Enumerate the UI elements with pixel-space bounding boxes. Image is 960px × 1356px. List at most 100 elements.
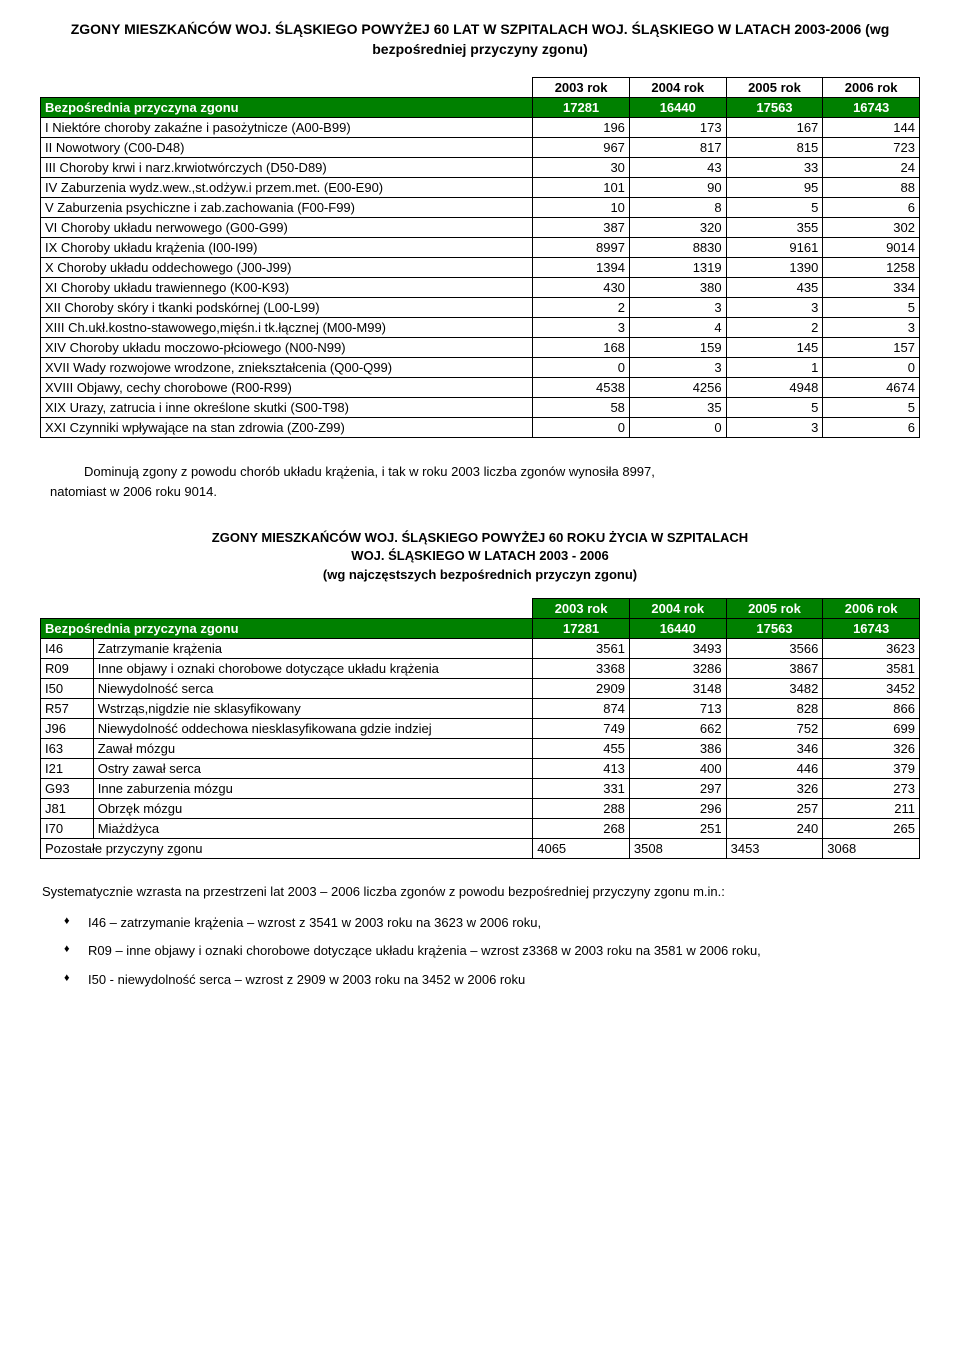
row-val: 3 <box>629 358 726 378</box>
row-desc: VI Choroby układu nerwowego (G00-G99) <box>41 218 533 238</box>
row-val: 346 <box>726 738 823 758</box>
year-col: 2004 rok <box>629 78 726 98</box>
row-val: 355 <box>726 218 823 238</box>
header-label: Bezpośrednia przyczyna zgonu <box>41 98 533 118</box>
row-val: 866 <box>823 698 920 718</box>
year-col: 2005 rok <box>726 598 823 618</box>
table-row: XVII Wady rozwojowe wrodzone, zniekształ… <box>41 358 920 378</box>
year-col: 2003 rok <box>533 598 630 618</box>
table-row: XII Choroby skóry i tkanki podskórnej (L… <box>41 298 920 318</box>
row-val: 1390 <box>726 258 823 278</box>
row-code: I70 <box>41 818 94 838</box>
table1-header-row: Bezpośrednia przyczyna zgonu 17281 16440… <box>41 98 920 118</box>
row-val: 288 <box>533 798 630 818</box>
table-row: XXI Czynniki wpływające na stan zdrowia … <box>41 418 920 438</box>
row-val: 699 <box>823 718 920 738</box>
row-val: 268 <box>533 818 630 838</box>
row-val: 3 <box>726 298 823 318</box>
row-val: 3 <box>533 318 630 338</box>
row-val: 874 <box>533 698 630 718</box>
table-deaths-by-code: 2003 rok 2004 rok 2005 rok 2006 rok Bezp… <box>40 598 920 859</box>
row-val: 157 <box>823 338 920 358</box>
row-val: 828 <box>726 698 823 718</box>
table-row: G93Inne zaburzenia mózgu331297326273 <box>41 778 920 798</box>
row-val: 30 <box>533 158 630 178</box>
table-row: R09Inne objawy i oznaki chorobowe dotycz… <box>41 658 920 678</box>
row-val: 3867 <box>726 658 823 678</box>
row-code: G93 <box>41 778 94 798</box>
row-desc: X Choroby układu oddechowego (J00-J99) <box>41 258 533 278</box>
row-val: 173 <box>629 118 726 138</box>
header-total: 17281 <box>533 618 630 638</box>
row-val: 35 <box>629 398 726 418</box>
row-code: I63 <box>41 738 94 758</box>
header-total: 16743 <box>823 618 920 638</box>
row-val: 24 <box>823 158 920 178</box>
row-val: 9161 <box>726 238 823 258</box>
table2-footer-row: Pozostałe przyczyny zgonu 4065 3508 3453… <box>41 838 920 858</box>
row-val: 4256 <box>629 378 726 398</box>
table-row: J96Niewydolność oddechowa niesklasyfikow… <box>41 718 920 738</box>
row-val: 273 <box>823 778 920 798</box>
row-val: 8 <box>629 198 726 218</box>
row-val: 1394 <box>533 258 630 278</box>
row-val: 400 <box>629 758 726 778</box>
year-col: 2006 rok <box>823 598 920 618</box>
row-val: 257 <box>726 798 823 818</box>
row-val: 33 <box>726 158 823 178</box>
row-val: 662 <box>629 718 726 738</box>
row-val: 0 <box>629 418 726 438</box>
table-row: VI Choroby układu nerwowego (G00-G99)387… <box>41 218 920 238</box>
row-val: 2909 <box>533 678 630 698</box>
row-val: 251 <box>629 818 726 838</box>
footer-paragraph: Systematycznie wzrasta na przestrzeni la… <box>42 883 918 902</box>
footer-val: 3508 <box>629 838 726 858</box>
row-val: 386 <box>629 738 726 758</box>
row-val: 3148 <box>629 678 726 698</box>
row-code: J96 <box>41 718 94 738</box>
title-line: WOJ. ŚLĄSKIEGO W LATACH 2003 - 2006 <box>351 548 608 563</box>
row-val: 4948 <box>726 378 823 398</box>
bullet-item: I46 – zatrzymanie krążenia – wzrost z 35… <box>60 914 920 933</box>
row-val: 5 <box>823 298 920 318</box>
row-val: 88 <box>823 178 920 198</box>
row-desc: Niewydolność oddechowa niesklasyfikowana… <box>93 718 533 738</box>
table-row: I70Miażdżyca268251240265 <box>41 818 920 838</box>
row-desc: XII Choroby skóry i tkanki podskórnej (L… <box>41 298 533 318</box>
table-row: I50Niewydolność serca2909314834823452 <box>41 678 920 698</box>
row-val: 302 <box>823 218 920 238</box>
row-val: 1 <box>726 358 823 378</box>
table-row: I Niektóre choroby zakaźne i pasożytnicz… <box>41 118 920 138</box>
table-row: J81Obrzęk mózgu288296257211 <box>41 798 920 818</box>
table-row: XIII Ch.ukł.kostno-stawowego,mięśn.i tk.… <box>41 318 920 338</box>
header-total: 17563 <box>726 618 823 638</box>
row-val: 4 <box>629 318 726 338</box>
row-val: 5 <box>726 198 823 218</box>
row-val: 320 <box>629 218 726 238</box>
row-val: 446 <box>726 758 823 778</box>
table-row: XIV Choroby układu moczowo-płciowego (N0… <box>41 338 920 358</box>
row-val: 43 <box>629 158 726 178</box>
row-val: 3623 <box>823 638 920 658</box>
row-desc: XIII Ch.ukł.kostno-stawowego,mięśn.i tk.… <box>41 318 533 338</box>
year-col: 2006 rok <box>823 78 920 98</box>
table-deaths-by-category: 2003 rok 2004 rok 2005 rok 2006 rok Bezp… <box>40 77 920 438</box>
header-total: 16440 <box>629 618 726 638</box>
header-label: Bezpośrednia przyczyna zgonu <box>41 618 533 638</box>
row-val: 265 <box>823 818 920 838</box>
row-val: 3368 <box>533 658 630 678</box>
row-val: 379 <box>823 758 920 778</box>
para-line: Dominują zgony z powodu chorób układu kr… <box>84 464 655 479</box>
row-val: 0 <box>823 358 920 378</box>
row-val: 6 <box>823 418 920 438</box>
para-line: natomiast w 2006 roku 9014. <box>50 484 217 499</box>
row-val: 3 <box>823 318 920 338</box>
row-code: I50 <box>41 678 94 698</box>
footer-val: 4065 <box>533 838 630 858</box>
row-desc: III Choroby krwi i narz.krwiotwórczych (… <box>41 158 533 178</box>
row-val: 752 <box>726 718 823 738</box>
row-val: 3 <box>629 298 726 318</box>
table-row: II Nowotwory (C00-D48)967817815723 <box>41 138 920 158</box>
row-val: 95 <box>726 178 823 198</box>
row-val: 435 <box>726 278 823 298</box>
